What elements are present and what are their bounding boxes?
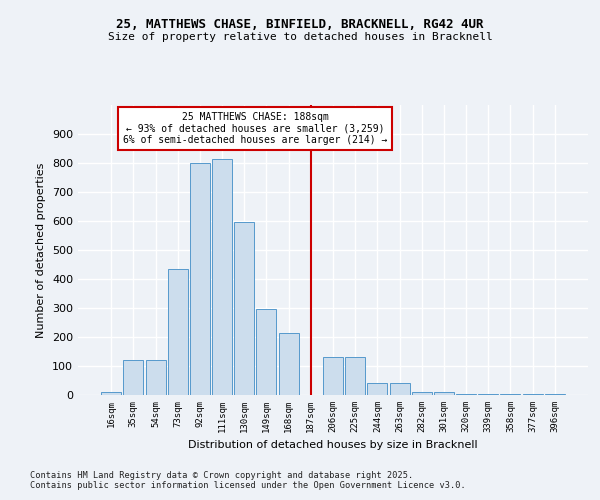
Bar — [345, 358, 365, 395]
Bar — [500, 394, 520, 395]
Text: Contains HM Land Registry data © Crown copyright and database right 2025.
Contai: Contains HM Land Registry data © Crown c… — [30, 470, 466, 490]
Y-axis label: Number of detached properties: Number of detached properties — [37, 162, 46, 338]
Bar — [412, 392, 432, 395]
Bar — [367, 384, 388, 395]
Bar — [523, 394, 542, 395]
Bar — [101, 392, 121, 395]
Text: 25, MATTHEWS CHASE, BINFIELD, BRACKNELL, RG42 4UR: 25, MATTHEWS CHASE, BINFIELD, BRACKNELL,… — [116, 18, 484, 30]
Bar — [168, 269, 188, 395]
Bar — [434, 392, 454, 395]
X-axis label: Distribution of detached houses by size in Bracknell: Distribution of detached houses by size … — [188, 440, 478, 450]
Text: 25 MATTHEWS CHASE: 188sqm
← 93% of detached houses are smaller (3,259)
6% of sem: 25 MATTHEWS CHASE: 188sqm ← 93% of detac… — [123, 112, 388, 146]
Bar — [146, 360, 166, 395]
Bar — [212, 158, 232, 395]
Text: Size of property relative to detached houses in Bracknell: Size of property relative to detached ho… — [107, 32, 493, 42]
Bar — [389, 384, 410, 395]
Bar — [256, 310, 277, 395]
Bar — [545, 394, 565, 395]
Bar — [190, 163, 210, 395]
Bar — [234, 222, 254, 395]
Bar — [456, 394, 476, 395]
Bar — [323, 358, 343, 395]
Bar — [124, 360, 143, 395]
Bar — [278, 332, 299, 395]
Bar — [478, 394, 498, 395]
